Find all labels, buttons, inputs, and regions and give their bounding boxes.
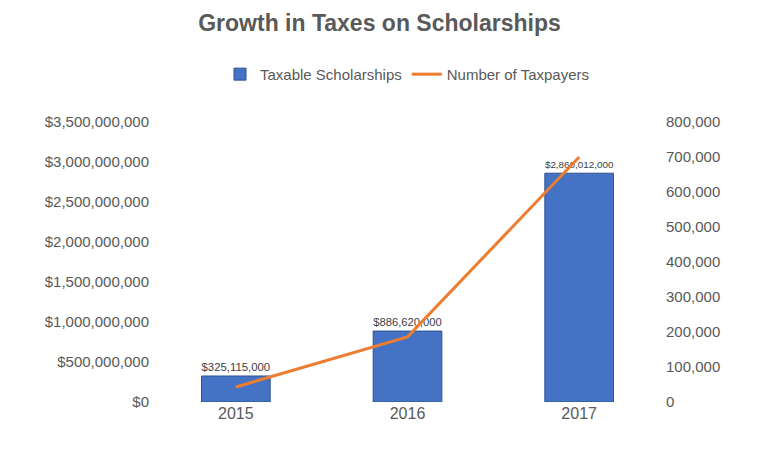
svg-text:$500,000,000: $500,000,000	[57, 353, 149, 370]
svg-text:$325,115,000: $325,115,000	[202, 361, 271, 373]
svg-text:$3,000,000,000: $3,000,000,000	[45, 153, 149, 170]
svg-text:Number of Taxpayers: Number of Taxpayers	[447, 66, 589, 83]
svg-text:$2,000,000,000: $2,000,000,000	[45, 233, 149, 250]
svg-text:$1,000,000,000: $1,000,000,000	[45, 313, 149, 330]
svg-text:$2,500,000,000: $2,500,000,000	[45, 193, 149, 210]
svg-text:$3,500,000,000: $3,500,000,000	[45, 113, 149, 130]
svg-text:2016: 2016	[390, 405, 426, 422]
svg-text:$886,620,000: $886,620,000	[373, 316, 442, 328]
svg-text:100,000: 100,000	[666, 358, 720, 375]
svg-text:Taxable Scholarships: Taxable Scholarships	[260, 66, 402, 83]
svg-text:Growth in Taxes on Scholarship: Growth in Taxes on Scholarships	[198, 10, 561, 36]
svg-text:$1,500,000,000: $1,500,000,000	[45, 273, 149, 290]
svg-text:600,000: 600,000	[666, 183, 720, 200]
svg-text:200,000: 200,000	[666, 323, 720, 340]
svg-text:800,000: 800,000	[666, 113, 720, 130]
svg-text:300,000: 300,000	[666, 288, 720, 305]
svg-text:2017: 2017	[561, 405, 597, 422]
svg-text:2015: 2015	[218, 405, 254, 422]
svg-text:0: 0	[666, 393, 674, 410]
svg-text:700,000: 700,000	[666, 148, 720, 165]
svg-text:$0: $0	[132, 393, 149, 410]
svg-text:400,000: 400,000	[666, 253, 720, 270]
svg-text:500,000: 500,000	[666, 218, 720, 235]
svg-text:$2,860,012,000: $2,860,012,000	[545, 159, 614, 170]
